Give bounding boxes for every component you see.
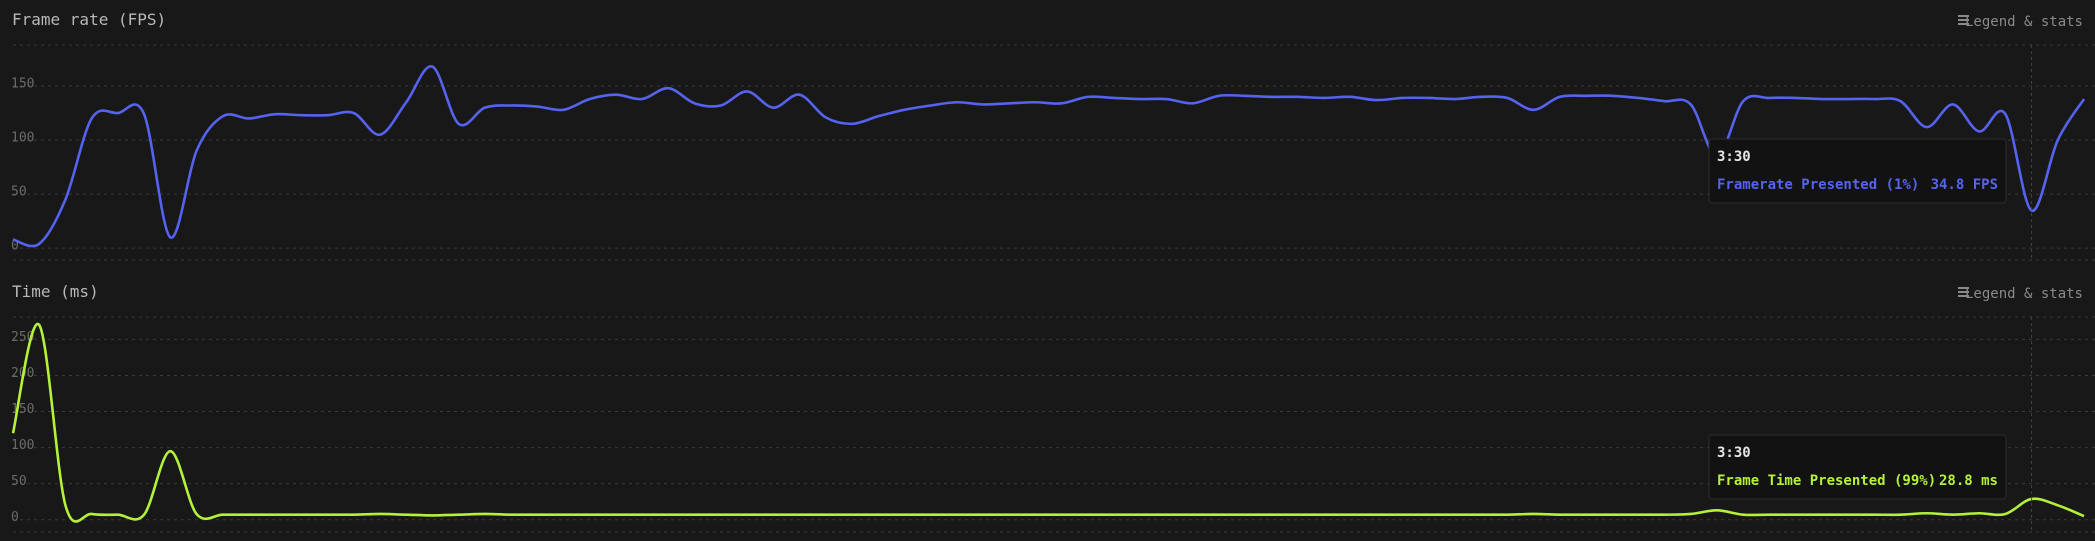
- legend-icon: [1958, 23, 1969, 25]
- y-tick-label: 100: [11, 131, 34, 146]
- y-tick-label: 100: [11, 438, 34, 453]
- legend-icon: [1958, 287, 1969, 289]
- y-tick-label: 150: [11, 77, 34, 92]
- tooltip-value: 34.8 FPS: [1931, 177, 1998, 193]
- tooltip-title: 3:30: [1717, 149, 1751, 165]
- y-tick-label: 250: [11, 330, 34, 345]
- series-line: [12, 65, 2086, 248]
- legend-icon: [1958, 295, 1969, 297]
- tooltip-title: 3:30: [1717, 445, 1751, 461]
- legend-icon: [1958, 19, 1969, 21]
- panel-title: Frame rate (FPS): [12, 10, 166, 29]
- tooltip-box: [1708, 434, 2007, 500]
- y-tick-label: 0: [11, 239, 19, 254]
- tooltip-value: 28.8 ms: [1939, 473, 1998, 489]
- legend-icon: [1958, 291, 1969, 293]
- legend-stats-label: Legend & stats: [1965, 286, 2083, 302]
- y-tick-label: 150: [11, 402, 34, 417]
- legend-stats-button[interactable]: Legend & stats: [1958, 286, 2083, 302]
- legend-stats-button[interactable]: Legend & stats: [1958, 14, 2083, 30]
- y-tick-label: 50: [11, 474, 27, 489]
- tooltip-series: Framerate Presented (1%): [1717, 177, 1919, 193]
- tooltip-series: Frame Time Presented (99%): [1717, 473, 1936, 489]
- y-tick-label: 50: [11, 185, 27, 200]
- series-line: [11, 322, 2085, 523]
- tooltip-box: [1708, 138, 2007, 204]
- legend-icon: [1958, 15, 1969, 17]
- legend-stats-label: Legend & stats: [1965, 14, 2083, 30]
- tooltip: 3:30 Frame Time Presented (99%) 28.8 ms: [1708, 434, 2007, 500]
- panel-title: Time (ms): [12, 282, 99, 301]
- y-tick-label: 0: [11, 510, 19, 525]
- tooltip: 3:30 Framerate Presented (1%) 34.8 FPS: [1708, 138, 2007, 204]
